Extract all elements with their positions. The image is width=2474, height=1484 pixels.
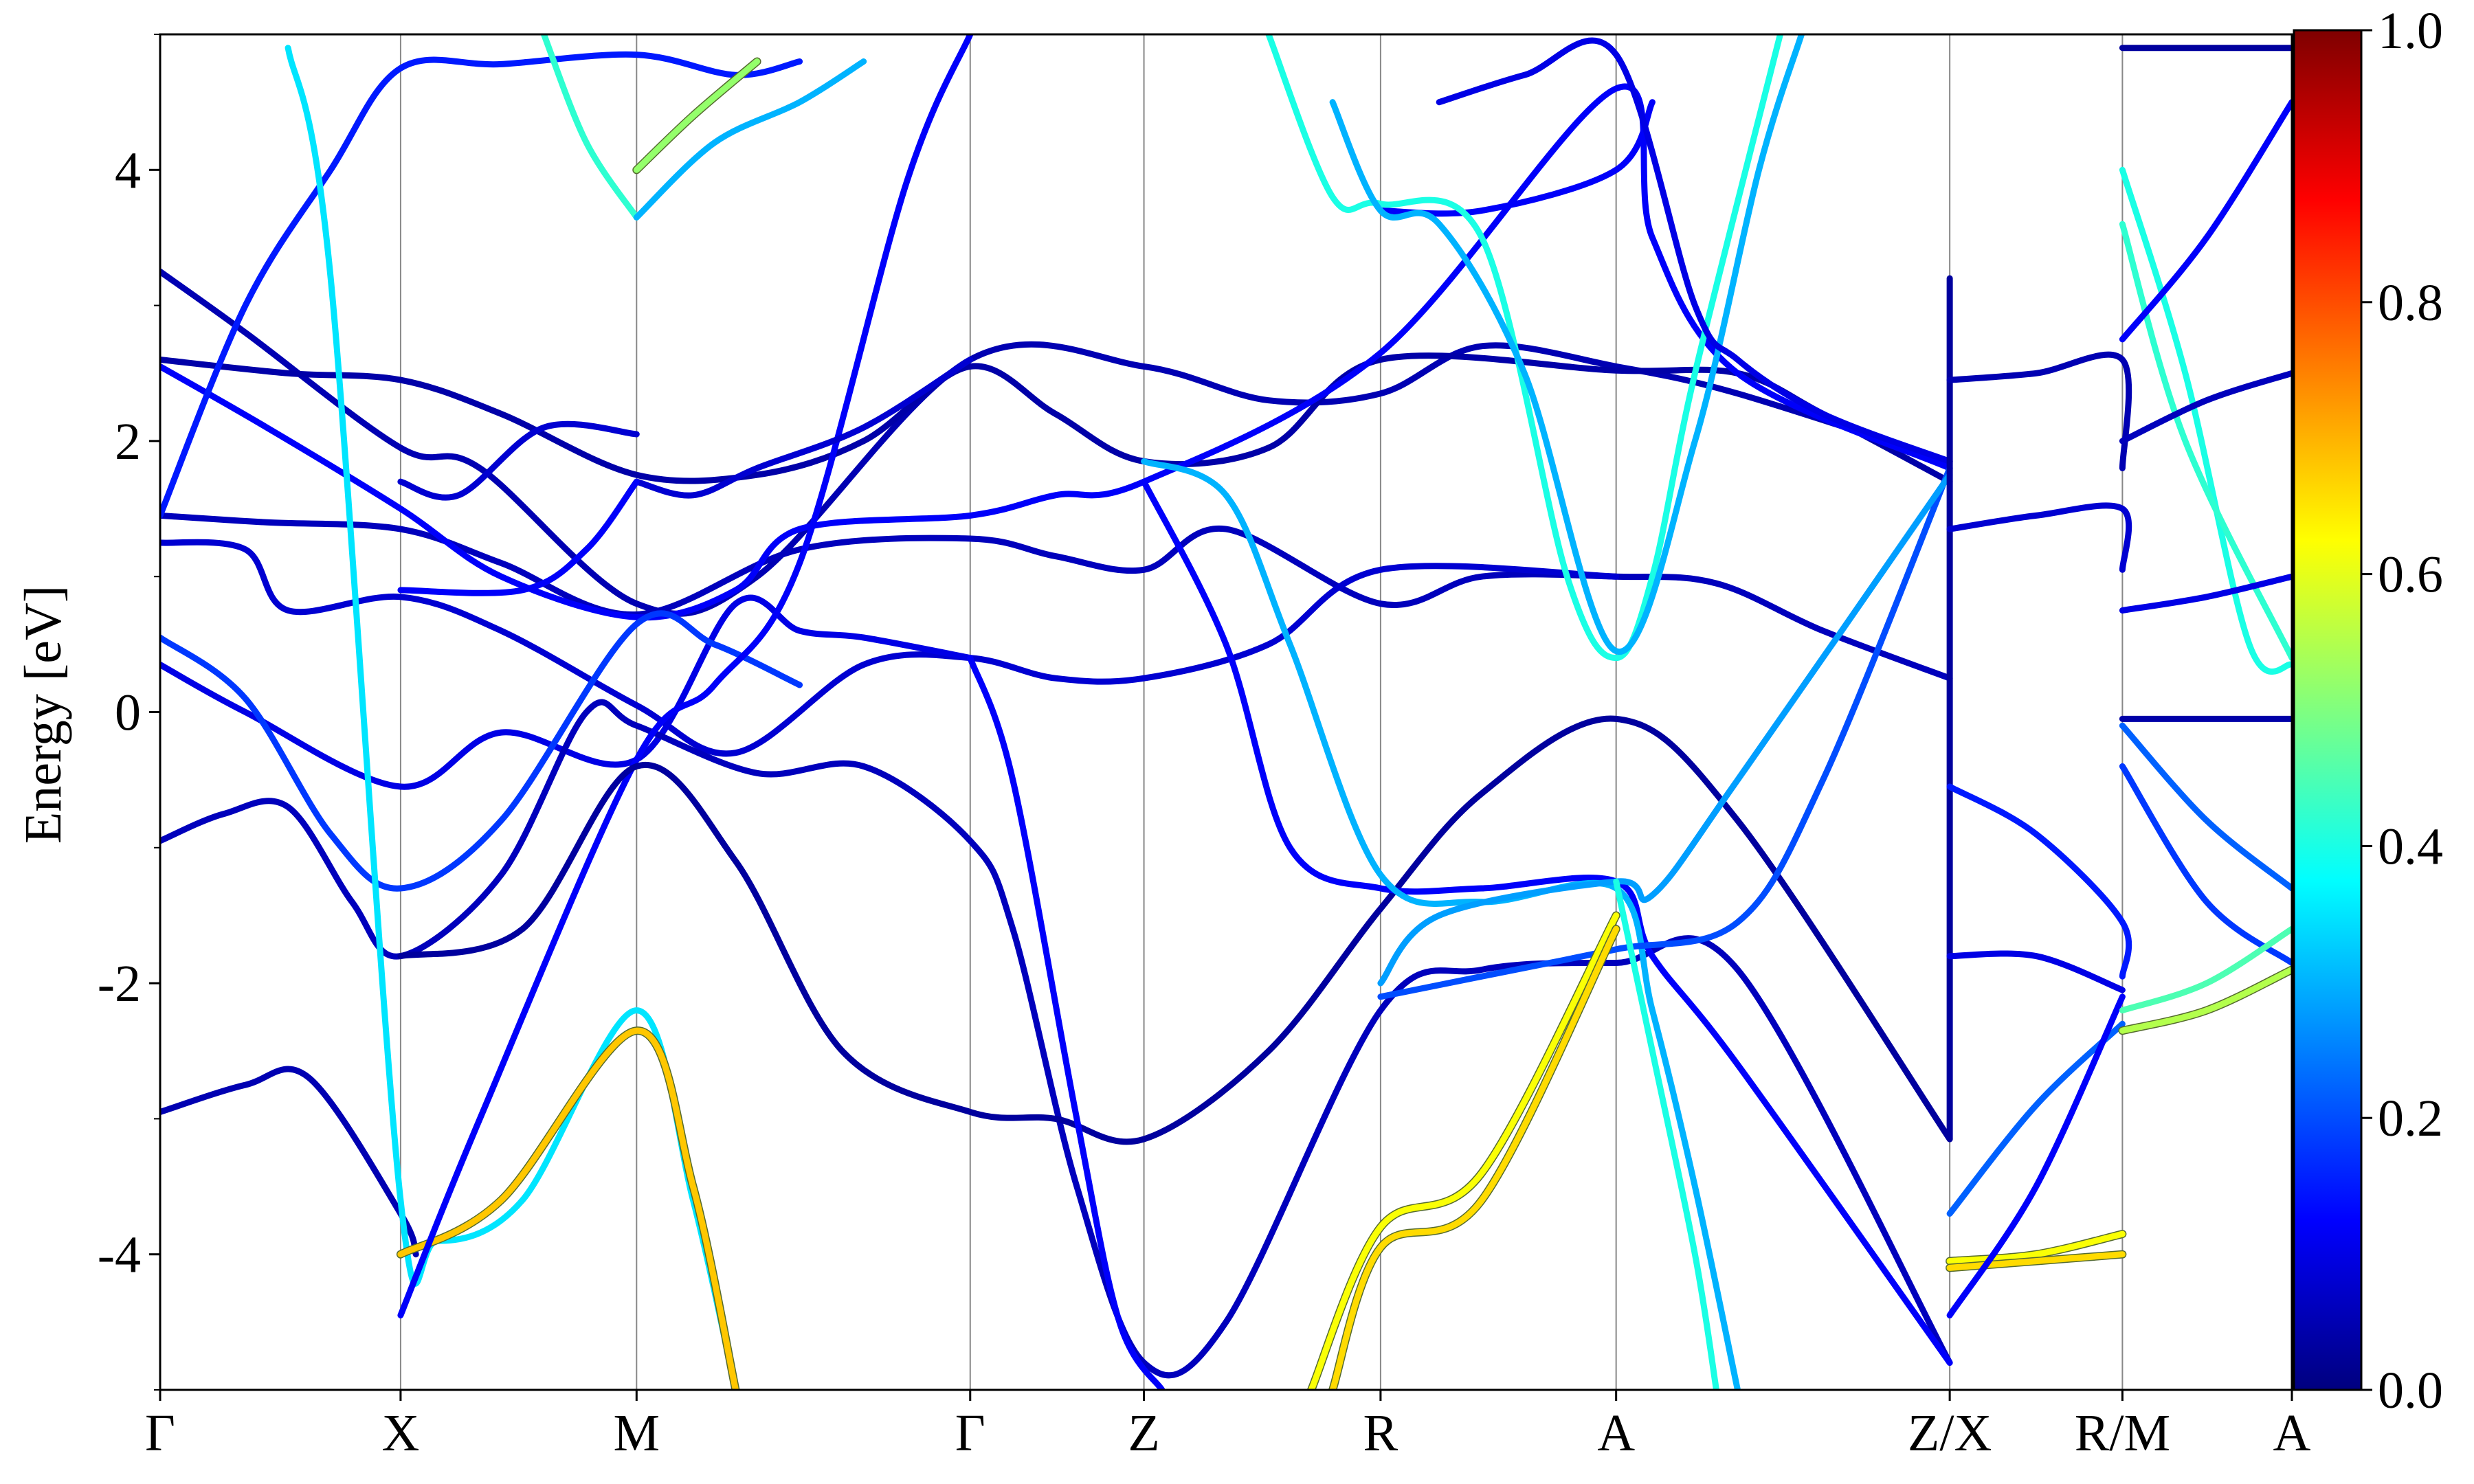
y-tick-label: -2 bbox=[98, 955, 141, 1013]
band-line bbox=[1141, 478, 1953, 1366]
band-line bbox=[1946, 950, 2126, 993]
band-line bbox=[2119, 925, 2292, 1014]
band-line bbox=[2119, 166, 2292, 675]
band-line bbox=[1946, 351, 2132, 471]
band-line bbox=[1946, 1230, 2126, 1265]
band-line bbox=[397, 478, 640, 596]
band-line bbox=[1946, 502, 2132, 573]
band-line bbox=[1436, 37, 1953, 464]
band-line bbox=[1329, 925, 1620, 1390]
band-line bbox=[1613, 878, 1719, 1390]
band-line bbox=[2119, 966, 2292, 1034]
high-symmetry-lines bbox=[399, 34, 2124, 1390]
band-line bbox=[397, 1027, 739, 1390]
band-line bbox=[2119, 722, 2292, 892]
band-line bbox=[967, 655, 1166, 1390]
colorbar-tick-label: 0.8 bbox=[2378, 274, 2443, 332]
band-line bbox=[1946, 1251, 2126, 1271]
band-line bbox=[540, 34, 640, 221]
x-axis: Γ X M Γ Z R A Z/X R/M A bbox=[145, 1390, 2311, 1462]
band-line bbox=[2119, 573, 2292, 614]
colorbar-tick-label: 0.0 bbox=[2378, 1362, 2443, 1419]
x-tick-label: Z bbox=[1128, 1404, 1159, 1462]
band-line bbox=[1377, 464, 1953, 1000]
band-line bbox=[397, 715, 1953, 1145]
band-line bbox=[397, 420, 640, 501]
band-line bbox=[397, 34, 974, 1318]
x-tick-label: Z/X bbox=[1908, 1404, 1992, 1462]
band-line bbox=[1946, 993, 2126, 1318]
band-line bbox=[1377, 471, 1953, 987]
band-line bbox=[1946, 783, 2132, 980]
colorbar bbox=[2293, 29, 2363, 1391]
band-line bbox=[2119, 221, 2292, 662]
colorbar-tick-label: 0.6 bbox=[2378, 546, 2443, 604]
y-tick-label: 4 bbox=[115, 142, 141, 199]
x-tick-label: R bbox=[1363, 1404, 1398, 1462]
plot-background bbox=[160, 34, 2292, 1390]
band-line bbox=[160, 594, 974, 790]
band-line bbox=[1308, 912, 1620, 1390]
x-tick-label: Γ bbox=[955, 1404, 985, 1462]
colorbar-tick-label: 0.2 bbox=[2378, 1090, 2443, 1147]
x-tick-label: Γ bbox=[145, 1404, 175, 1462]
band-line bbox=[633, 58, 761, 173]
y-tick-label: -4 bbox=[98, 1226, 141, 1284]
colorbar-tick-label: 1.0 bbox=[2378, 2, 2443, 60]
band-line bbox=[1329, 34, 1805, 655]
band-line bbox=[160, 83, 1953, 621]
band-line bbox=[160, 51, 803, 519]
y-axis: -4 -2 0 2 4 bbox=[98, 34, 160, 1391]
y-tick-label: 0 bbox=[115, 684, 141, 742]
x-tick-label: A bbox=[1597, 1404, 1635, 1462]
y-tick-label: 2 bbox=[115, 413, 141, 471]
band-line bbox=[160, 268, 1953, 617]
band-line bbox=[160, 512, 1953, 682]
band-line bbox=[2119, 763, 2292, 966]
x-tick-label: A bbox=[2273, 1404, 2311, 1462]
band-line bbox=[633, 58, 867, 221]
band-line bbox=[160, 352, 1953, 485]
x-tick-label: R/M bbox=[2075, 1404, 2170, 1462]
x-tick-label: M bbox=[614, 1404, 660, 1462]
colorbar-axis: 0.0 0.2 0.4 0.6 0.8 1.0 bbox=[2361, 2, 2443, 1419]
y-axis-label: Energy [eV] bbox=[14, 585, 72, 844]
band-line bbox=[160, 610, 803, 892]
band-line bbox=[2119, 99, 2292, 343]
band-line bbox=[633, 357, 974, 499]
band-line bbox=[2119, 370, 2292, 445]
band-line bbox=[1265, 34, 1783, 662]
x-tick-label: X bbox=[381, 1404, 419, 1462]
colorbar-tick-label: 0.4 bbox=[2378, 818, 2443, 875]
bands bbox=[160, 34, 2292, 1390]
